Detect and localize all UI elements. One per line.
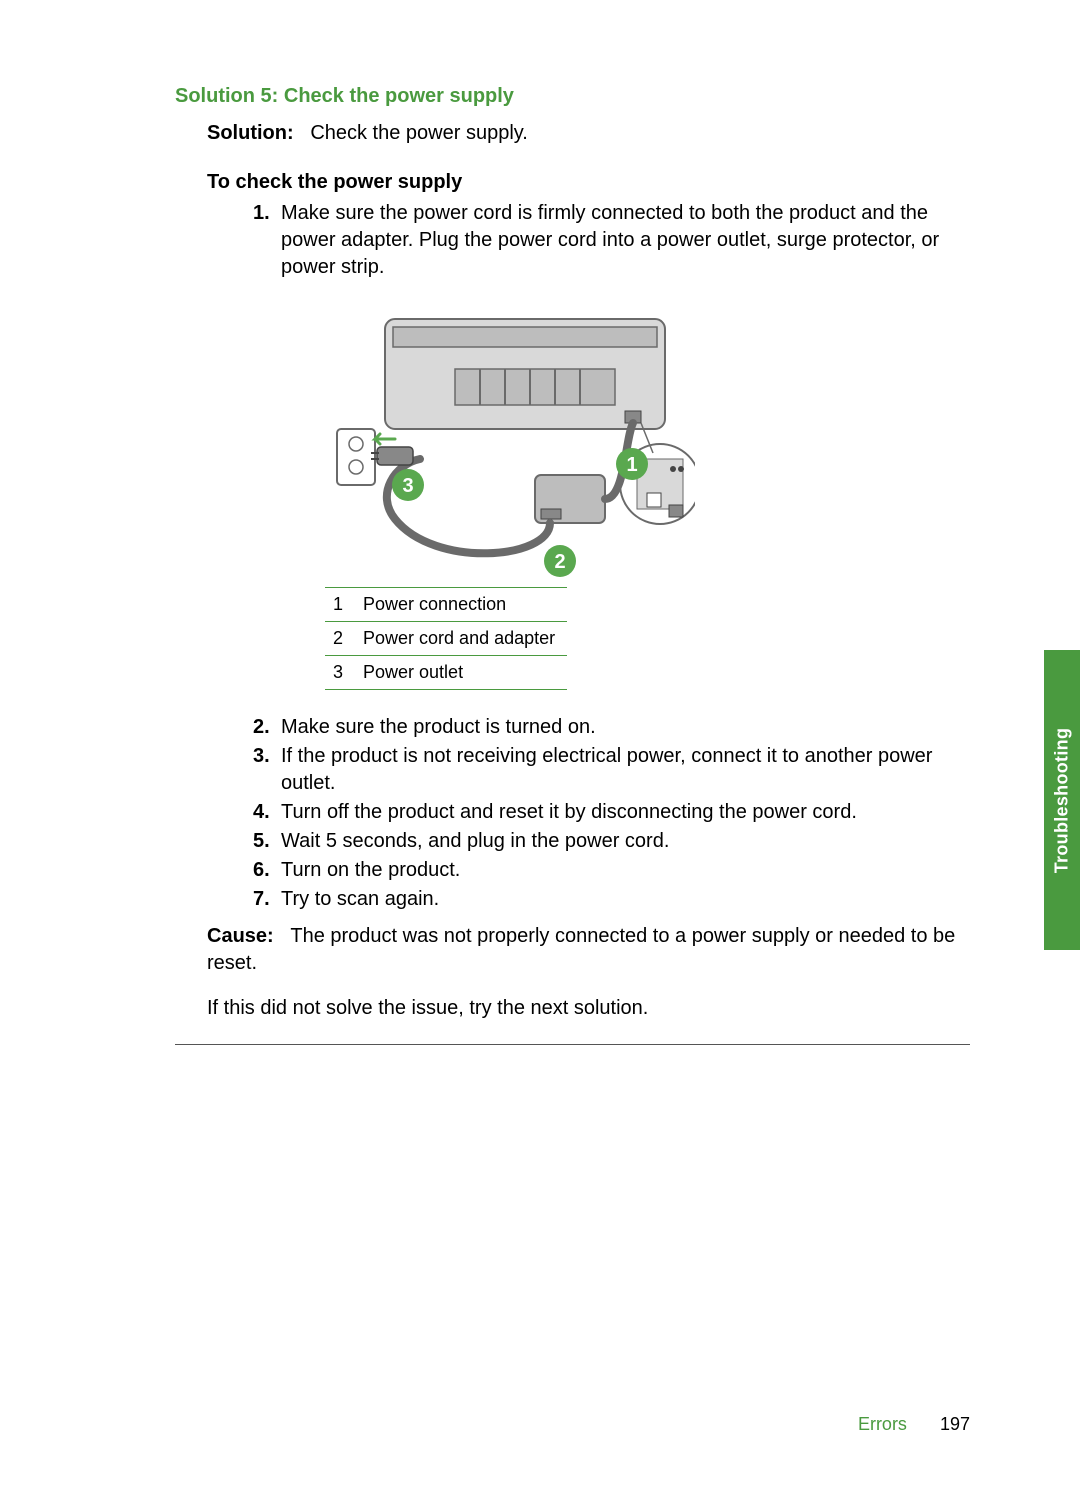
footer-section: Errors [858,1414,907,1434]
legend-row: 1 Power connection [325,588,567,622]
step-num: 1. [253,200,281,281]
step-text: Turn off the product and reset it by dis… [281,799,857,826]
step-text: Make sure the power cord is firmly conne… [281,200,970,281]
svg-text:1: 1 [626,454,637,476]
step-text: Wait 5 seconds, and plug in the power co… [281,828,669,855]
next-solution-text: If this did not solve the issue, try the… [207,997,970,1020]
page-footer: Errors 197 [858,1414,970,1435]
cause-block: Cause: The product was not properly conn… [207,923,970,977]
svg-text:3: 3 [402,475,413,497]
footer-page-number: 197 [940,1414,970,1434]
cause-text: The product was not properly connected t… [207,925,955,974]
legend-label: Power connection [355,588,567,622]
legend-label: Power cord and adapter [355,622,567,656]
step-num: 5. [253,828,281,855]
step-1: 1. Make sure the power cord is firmly co… [253,200,970,281]
legend-row: 3 Power outlet [325,656,567,690]
step-text: Turn on the product. [281,857,460,884]
side-tab-label: Troubleshooting [1052,727,1073,873]
solution-title: Solution 5: Check the power supply [175,85,970,108]
legend-row: 2 Power cord and adapter [325,622,567,656]
step-num: 7. [253,886,281,913]
legend-table: 1 Power connection 2 Power cord and adap… [325,587,567,690]
solution-line: Solution: Check the power supply. [207,122,970,145]
svg-text:2: 2 [554,551,565,573]
step-2: 2. Make sure the product is turned on. [253,714,970,741]
solution-text: Check the power supply. [310,122,528,144]
diagram-block: 1 2 3 1 Power connection 2 Power cord an… [325,309,970,690]
solution-label: Solution: [207,122,294,144]
legend-num: 2 [325,622,355,656]
step-num: 3. [253,743,281,797]
step-num: 2. [253,714,281,741]
step-num: 6. [253,857,281,884]
step-5: 5. Wait 5 seconds, and plug in the power… [253,828,970,855]
step-text: Try to scan again. [281,886,439,913]
step-text: If the product is not receiving electric… [281,743,970,797]
section-rule [175,1044,970,1045]
legend-label: Power outlet [355,656,567,690]
check-subheading: To check the power supply [207,171,970,194]
legend-num: 1 [325,588,355,622]
side-tab: Troubleshooting [1044,650,1080,950]
steps-list: 1. Make sure the power cord is firmly co… [253,200,970,913]
cause-label: Cause: [207,925,274,947]
step-3: 3. If the product is not receiving elect… [253,743,970,797]
step-7: 7. Try to scan again. [253,886,970,913]
legend-num: 3 [325,656,355,690]
power-diagram: 1 2 3 [325,309,695,581]
step-6: 6. Turn on the product. [253,857,970,884]
step-4: 4. Turn off the product and reset it by … [253,799,970,826]
step-text: Make sure the product is turned on. [281,714,596,741]
step-num: 4. [253,799,281,826]
